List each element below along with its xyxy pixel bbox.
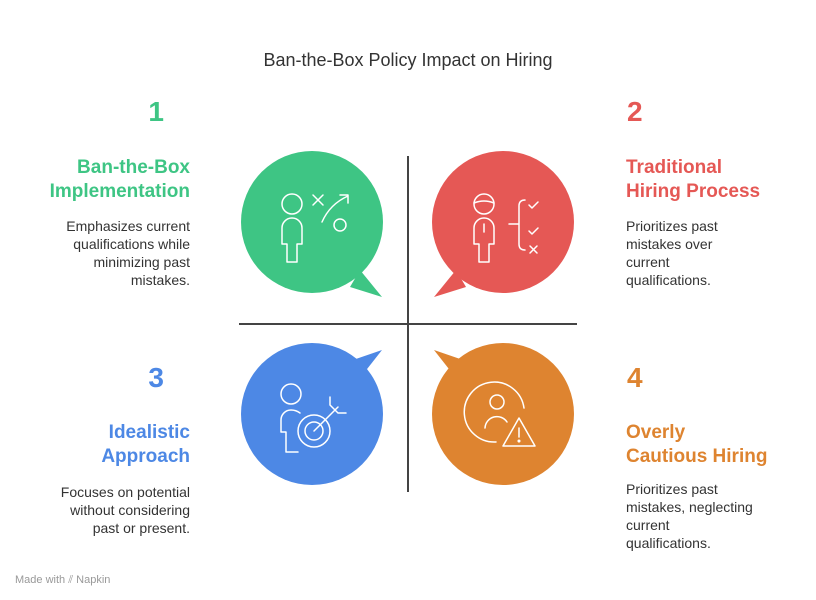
description-line: Focuses on potential: [60, 484, 190, 500]
quadrant-3-number: 3: [148, 362, 164, 393]
person-warning-icon: [463, 381, 536, 447]
description-line: mistakes over: [626, 236, 713, 252]
heading-line: Implementation: [49, 181, 190, 202]
heading-line: Cautious Hiring: [626, 446, 768, 467]
heading-line: Overly: [626, 422, 686, 443]
brand-label: Napkin: [76, 574, 111, 586]
description-line: Prioritizes past: [626, 218, 718, 234]
quadrant-2-number: 2: [627, 96, 643, 127]
description-line: current: [626, 254, 670, 270]
person-checklist-icon: [473, 193, 539, 263]
heading-line: Hiring Process: [626, 181, 761, 202]
made-with-label: Made with: [15, 574, 66, 586]
quadrant-1-description: Emphasizes current qualifications while …: [66, 217, 190, 289]
bubble-1: [241, 151, 383, 297]
heading-line: Traditional: [626, 157, 723, 178]
description-line: qualifications while: [73, 236, 190, 252]
description-line: current: [626, 517, 670, 533]
description-line: mistakes, neglecting: [626, 499, 753, 515]
description-line: Emphasizes current: [66, 218, 190, 234]
footer-attribution[interactable]: Made with ⫽ Napkin: [15, 574, 110, 587]
quadrant-4-heading: Overly Cautious Hiring: [626, 421, 767, 469]
description-line: without considering: [70, 502, 190, 518]
quadrant-3-description: Focuses on potential without considering…: [61, 483, 190, 537]
heading-line: Ban-the-Box: [77, 157, 190, 178]
quadrant-4-number: 4: [627, 362, 643, 393]
description-line: past or present.: [92, 520, 190, 536]
quadrant-3-heading: Idealistic Approach: [101, 421, 190, 469]
strategy-person-icon: [281, 193, 349, 263]
quadrant-1-number: 1: [148, 96, 164, 127]
description-line: Prioritizes past: [626, 481, 718, 497]
quadrant-4-description: Prioritizes past mistakes, neglecting cu…: [626, 480, 753, 552]
bubble-3: [241, 343, 383, 485]
napkin-logo-icon: ⫽: [68, 574, 74, 586]
quadrant-1-heading: Ban-the-Box Implementation: [50, 156, 190, 204]
description-line: qualifications.: [626, 535, 711, 551]
heading-line: Approach: [101, 446, 190, 467]
description-line: mistakes.: [130, 272, 190, 288]
diagram-title: Ban-the-Box Policy Impact on Hiring: [263, 50, 553, 70]
bubble-4: [432, 343, 574, 485]
quadrant-2-heading: Traditional Hiring Process: [626, 156, 760, 204]
description-line: minimizing past: [93, 254, 190, 270]
description-line: qualifications.: [626, 272, 711, 288]
person-target-icon: [280, 383, 347, 453]
bubble-2: [432, 151, 574, 297]
quadrant-2-description: Prioritizes past mistakes over current q…: [626, 217, 718, 289]
heading-line: Idealistic: [108, 422, 190, 443]
